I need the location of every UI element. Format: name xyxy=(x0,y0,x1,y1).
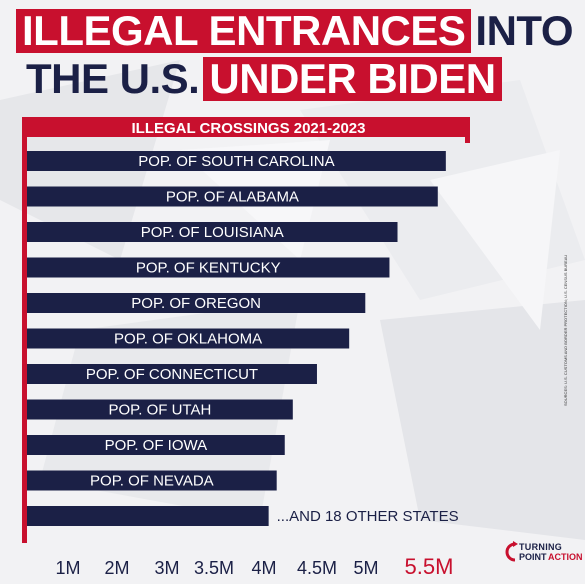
bar xyxy=(27,506,269,526)
bar-label: POP. OF OKLAHOMA xyxy=(114,331,262,348)
turning-point-arc-icon xyxy=(505,541,518,562)
bar xyxy=(27,435,285,455)
bar-label: POP. OF OREGON xyxy=(131,295,261,312)
headline-plain-segment-1: INTO xyxy=(475,7,573,54)
bar-label: ...AND 18 OTHER STATES xyxy=(277,508,459,525)
bar-label: POP. OF KENTUCKY xyxy=(136,260,281,277)
x-tick-label: 3.5M xyxy=(194,558,234,578)
source-footnote: SOURCES: U.S. CUSTOMS AND BORDER PROTECT… xyxy=(563,254,568,406)
turning-point-logo: TURNING POINT ACTION xyxy=(503,539,583,575)
bar xyxy=(27,293,366,313)
axis-accent-bar xyxy=(22,117,27,543)
x-tick-label: 4M xyxy=(251,558,276,578)
bar xyxy=(27,399,293,420)
headline-line-1: ILLEGAL ENTRANCES INTO xyxy=(16,9,577,53)
bar xyxy=(27,257,390,278)
bar xyxy=(27,186,438,207)
x-tick-label: 1M xyxy=(55,558,80,578)
chart-title: ILLEGAL CROSSINGS 2021-2023 xyxy=(132,120,366,137)
x-tick-label: 5.5M xyxy=(405,554,454,579)
bar-label: POP. OF SOUTH CAROLINA xyxy=(138,153,334,170)
bar xyxy=(27,470,277,491)
highlight-bar-end xyxy=(465,117,470,143)
x-tick-label: 4.5M xyxy=(297,558,337,578)
bar-label: POP. OF IOWA xyxy=(105,437,208,454)
x-tick-label: 5M xyxy=(353,558,378,578)
bar-label: POP. OF NEVADA xyxy=(90,473,214,490)
headline-plain-segment-2: THE U.S. xyxy=(26,55,200,102)
x-tick-label: 3M xyxy=(154,558,179,578)
highlight-title-bar xyxy=(27,117,470,137)
x-tick-label: 2M xyxy=(104,558,129,578)
logo-text-turning: TURNING xyxy=(519,542,563,552)
logo-text-point: POINT xyxy=(519,552,547,562)
headline-red-segment-2: UNDER BIDEN xyxy=(203,57,502,101)
bar xyxy=(27,222,398,242)
bar xyxy=(27,151,446,171)
bar-label: POP. OF LOUISIANA xyxy=(141,224,284,241)
headline-line-2: THE U.S. UNDER BIDEN xyxy=(22,57,502,101)
logo-text-action: ACTION xyxy=(548,552,583,562)
bar-label: POP. OF ALABAMA xyxy=(166,189,299,206)
bar-label: POP. OF UTAH xyxy=(109,402,212,419)
bar xyxy=(27,328,350,349)
bar xyxy=(27,364,317,384)
headline-red-segment-1: ILLEGAL ENTRANCES xyxy=(16,9,472,53)
bar-label: POP. OF CONNECTICUT xyxy=(86,366,258,383)
